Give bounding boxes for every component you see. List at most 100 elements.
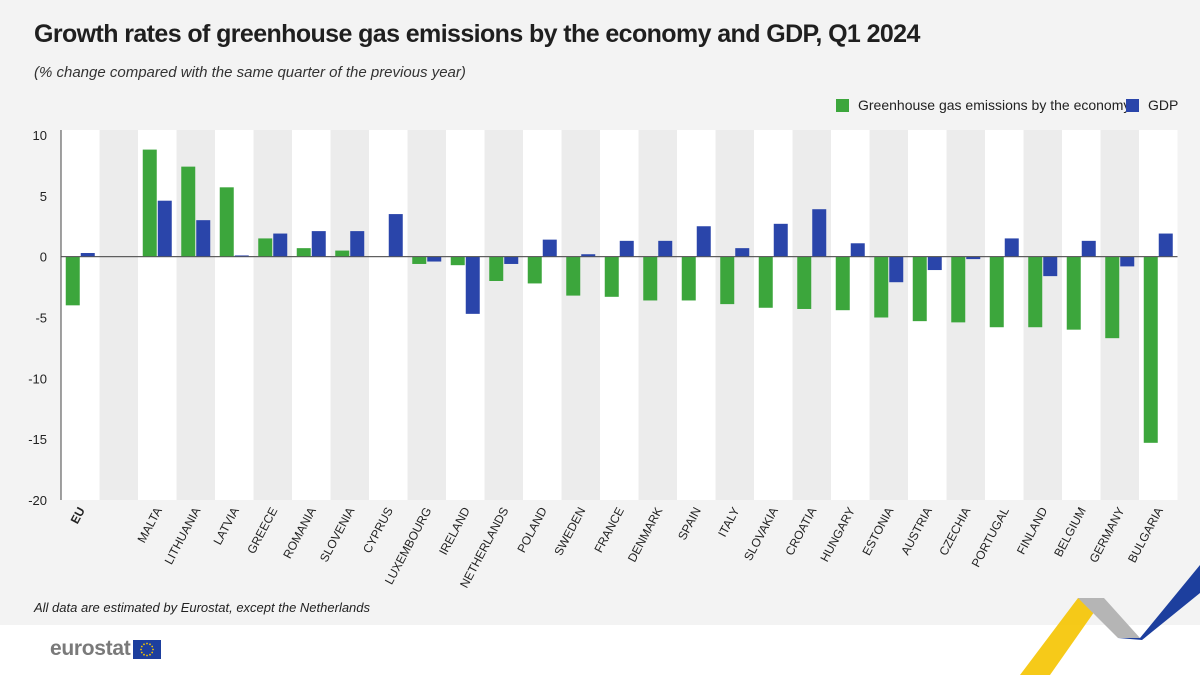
y-tick-label: -10 xyxy=(28,371,47,386)
bar-emissions-latvia xyxy=(219,187,234,257)
flag-star xyxy=(146,654,149,656)
logo-text: eurostat xyxy=(50,637,131,660)
bar-gdp-eu xyxy=(80,253,95,257)
category-band xyxy=(523,130,562,500)
bar-gdp-germany xyxy=(1120,256,1135,267)
bar-emissions-portugal xyxy=(989,256,1004,328)
flag-star xyxy=(143,653,146,656)
flag-star xyxy=(146,642,149,644)
x-tick-label: SPAIN xyxy=(675,505,704,543)
bar-emissions-malta xyxy=(142,149,157,257)
bar-emissions-finland xyxy=(1028,256,1043,328)
bar-gdp-spain xyxy=(696,226,711,257)
bar-gdp-greece xyxy=(273,233,288,257)
category-bands xyxy=(61,130,1178,500)
y-tick-label: 0 xyxy=(40,250,47,265)
bar-gdp-romania xyxy=(311,231,326,257)
x-tick-label: BELGIUM xyxy=(1051,505,1089,559)
flag-star xyxy=(143,642,146,645)
chart-subtitle: (% change compared with the same quarter… xyxy=(34,64,466,81)
category-band xyxy=(61,130,100,500)
x-tick-label: SLOVAKIA xyxy=(741,505,781,563)
bar-gdp-malta xyxy=(157,200,172,257)
x-tick-label: IRELAND xyxy=(436,505,473,558)
bar-emissions-netherlands xyxy=(489,256,504,281)
legend-swatch-gdp xyxy=(1126,99,1139,112)
bar-gdp-latvia xyxy=(234,255,249,257)
bar-emissions-eu xyxy=(65,256,80,306)
chart-title: Growth rates of greenhouse gas emissions… xyxy=(34,20,920,48)
flag-star xyxy=(152,648,155,650)
bars xyxy=(61,149,1178,443)
category-band xyxy=(369,130,408,500)
bar-gdp-netherlands xyxy=(504,256,519,264)
bar-gdp-cyprus xyxy=(388,214,403,257)
category-band xyxy=(677,130,716,500)
bar-gdp-lithuania xyxy=(196,220,211,257)
flag-star xyxy=(149,653,152,656)
category-band xyxy=(330,130,369,500)
bar-emissions-ireland xyxy=(450,256,465,266)
y-tick-label: -5 xyxy=(35,311,47,326)
x-tick-label: GREECE xyxy=(244,505,280,556)
x-tick-label: ESTONIA xyxy=(859,505,896,558)
bar-emissions-spain xyxy=(681,256,696,301)
x-tick-label: POLAND xyxy=(514,505,550,555)
footnote: All data are estimated by Eurostat, exce… xyxy=(34,600,371,615)
category-band xyxy=(99,130,138,500)
eurostat-logo: eurostat xyxy=(50,637,162,661)
bar-emissions-denmark xyxy=(643,256,658,301)
x-tick-label: FRANCE xyxy=(591,505,627,555)
bar-emissions-luxembourg xyxy=(412,256,427,264)
x-tick-label: FINLAND xyxy=(1014,505,1051,557)
bar-gdp-finland xyxy=(1043,256,1058,277)
category-band xyxy=(215,130,254,500)
y-tick-label: -20 xyxy=(28,493,47,508)
bar-gdp-bulgaria xyxy=(1158,233,1173,257)
x-tick-label: DENMARK xyxy=(625,505,666,565)
category-band xyxy=(600,130,639,500)
y-tick-label: 5 xyxy=(40,189,47,204)
category-band xyxy=(792,130,831,500)
bar-gdp-austria xyxy=(927,256,942,271)
bar-emissions-italy xyxy=(720,256,735,305)
y-axis: 10 5 0 -5 -10 -15 -20 xyxy=(28,128,62,508)
bar-emissions-estonia xyxy=(874,256,889,318)
bar-gdp-denmark xyxy=(658,240,673,257)
bar-gdp-slovenia xyxy=(350,231,365,257)
bar-emissions-sweden xyxy=(566,256,581,296)
legend: Greenhouse gas emissions by the economy G… xyxy=(836,97,1178,113)
bar-gdp-belgium xyxy=(1081,240,1096,257)
bar-gdp-hungary xyxy=(850,243,865,257)
bar-emissions-greece xyxy=(258,238,273,257)
bar-gdp-czechia xyxy=(966,256,981,260)
y-tick-label: 10 xyxy=(33,128,47,143)
bar-emissions-poland xyxy=(527,256,542,284)
x-tick-label: CZECHIA xyxy=(936,505,973,558)
legend-label-gdp: GDP xyxy=(1148,97,1178,113)
legend-label-emissions: Greenhouse gas emissions by the economy xyxy=(858,97,1130,113)
flag-star xyxy=(151,651,154,653)
x-tick-label: SLOVENIA xyxy=(317,505,358,565)
flag-star xyxy=(141,651,144,653)
x-tick-label: CYPRUS xyxy=(360,505,396,556)
category-band xyxy=(292,130,331,500)
category-band xyxy=(715,130,754,500)
flag-star xyxy=(151,645,154,647)
x-tick-label: SWEDEN xyxy=(551,505,588,558)
bar-gdp-france xyxy=(619,240,634,257)
x-tick-label: MALTA xyxy=(135,505,165,545)
bar-emissions-slovenia xyxy=(335,250,350,257)
bar-emissions-czechia xyxy=(951,256,966,323)
bar-gdp-ireland xyxy=(465,256,480,314)
bar-emissions-slovakia xyxy=(758,256,773,308)
category-band xyxy=(407,130,446,500)
x-tick-label: ROMANIA xyxy=(280,505,319,561)
x-tick-label: EU xyxy=(68,505,88,526)
bar-emissions-lithuania xyxy=(181,166,196,257)
category-band xyxy=(561,130,600,500)
bar-gdp-croatia xyxy=(812,209,827,257)
category-band xyxy=(484,130,523,500)
x-tick-label: ITALY xyxy=(715,505,742,539)
